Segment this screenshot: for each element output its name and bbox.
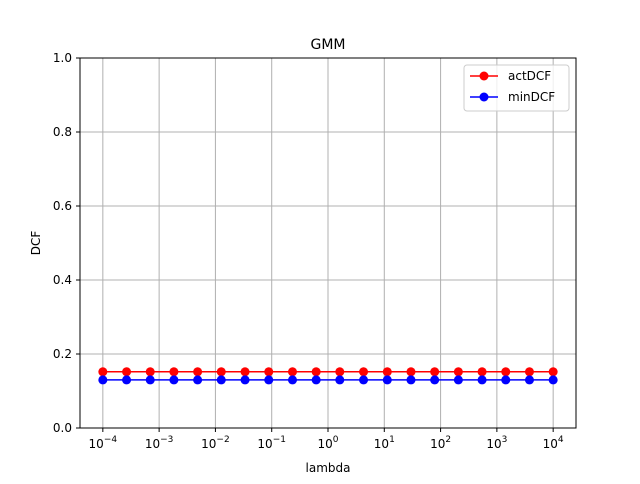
data-point-mindcf — [216, 375, 226, 385]
data-point-actdcf — [122, 367, 132, 377]
data-point-mindcf — [382, 375, 392, 385]
x-tick-label: 104 — [543, 435, 564, 451]
data-point-mindcf — [430, 375, 440, 385]
data-point-actdcf — [477, 367, 487, 377]
x-tick-label: 100 — [317, 435, 338, 451]
data-point-mindcf — [145, 375, 155, 385]
data-point-mindcf — [169, 375, 179, 385]
data-point-actdcf — [145, 367, 155, 377]
data-point-actdcf — [406, 367, 416, 377]
data-point-mindcf — [453, 375, 463, 385]
data-point-actdcf — [169, 367, 179, 377]
y-tick-label: 0.6 — [53, 199, 72, 213]
legend-actdcf-label: actDCF — [508, 69, 551, 83]
data-point-mindcf — [311, 375, 321, 385]
data-point-actdcf — [287, 367, 297, 377]
data-point-actdcf — [453, 367, 463, 377]
y-axis-label: DCF — [29, 231, 43, 256]
legend-mindcf-label: minDCF — [508, 90, 555, 104]
data-point-mindcf — [406, 375, 416, 385]
data-point-mindcf — [477, 375, 487, 385]
data-point-mindcf — [287, 375, 297, 385]
data-point-actdcf — [430, 367, 440, 377]
y-tick-label: 0.0 — [53, 421, 72, 435]
x-axis-label: lambda — [306, 461, 351, 475]
y-tick-label: 0.2 — [53, 347, 72, 361]
data-point-actdcf — [548, 367, 558, 377]
x-tick-label: 102 — [430, 435, 451, 451]
x-tick-label: 103 — [486, 435, 507, 451]
y-tick-label: 0.8 — [53, 125, 72, 139]
legend-actdcf-marker — [479, 71, 489, 81]
legend-mindcf-marker — [479, 92, 489, 102]
data-point-actdcf — [524, 367, 534, 377]
data-point-actdcf — [264, 367, 274, 377]
data-point-mindcf — [264, 375, 274, 385]
x-tick-label: 10−4 — [89, 435, 118, 451]
data-point-actdcf — [382, 367, 392, 377]
legend: actDCF minDCF — [463, 64, 570, 112]
data-point-mindcf — [335, 375, 345, 385]
data-point-actdcf — [98, 367, 108, 377]
x-tick-label: 10−3 — [145, 435, 174, 451]
data-point-actdcf — [335, 367, 345, 377]
data-point-mindcf — [359, 375, 369, 385]
x-tick-label: 10−2 — [201, 435, 230, 451]
x-tick-label: 10−1 — [257, 435, 286, 451]
data-point-mindcf — [193, 375, 203, 385]
data-point-mindcf — [524, 375, 534, 385]
data-point-actdcf — [501, 367, 511, 377]
chart-title: GMM — [310, 37, 345, 53]
data-point-actdcf — [216, 367, 226, 377]
data-point-actdcf — [193, 367, 203, 377]
data-point-mindcf — [98, 375, 108, 385]
x-tick-label: 101 — [374, 435, 395, 451]
data-point-mindcf — [501, 375, 511, 385]
data-point-mindcf — [122, 375, 132, 385]
series-layer — [98, 367, 558, 385]
y-tick-label: 1.0 — [53, 51, 72, 65]
data-point-actdcf — [359, 367, 369, 377]
y-tick-label: 0.4 — [53, 273, 72, 287]
data-point-mindcf — [240, 375, 250, 385]
data-point-actdcf — [311, 367, 321, 377]
x-axis: 10−4 10−3 10−2 10−1 100 101 102 103 104 — [89, 428, 564, 451]
data-point-actdcf — [240, 367, 250, 377]
y-axis: 0.0 0.2 0.4 0.6 0.8 1.0 — [53, 51, 80, 435]
data-point-mindcf — [548, 375, 558, 385]
